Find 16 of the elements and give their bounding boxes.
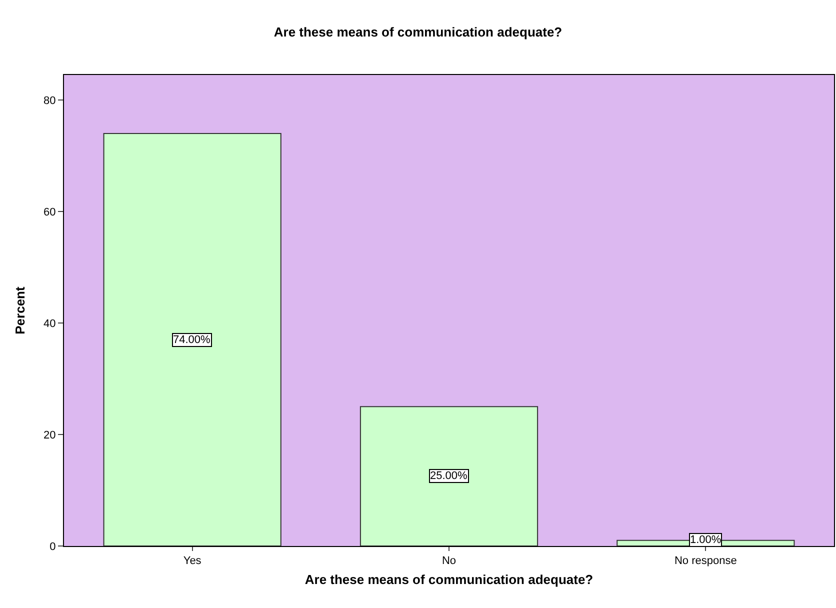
y-tick-label: 60 — [44, 206, 56, 218]
x-tick-label: No response — [674, 555, 737, 568]
y-tick-label: 80 — [44, 94, 56, 107]
y-tick-label: 0 — [50, 540, 56, 553]
bar — [360, 406, 538, 546]
data-label: 1.00% — [690, 534, 722, 546]
x-axis-title: Are these means of communication adequate? — [304, 572, 594, 587]
x-tick-label: No — [442, 555, 456, 568]
y-axis-title: Percent — [12, 286, 28, 334]
y-tick-label: 40 — [44, 318, 56, 330]
chart-title: Are these means of communication adequate? — [274, 24, 562, 40]
bar — [103, 133, 282, 546]
data-label: 25.00% — [430, 470, 468, 482]
data-label: 74.00% — [173, 334, 211, 346]
y-tick-label: 20 — [44, 429, 56, 442]
x-tick-label: Yes — [183, 555, 202, 568]
